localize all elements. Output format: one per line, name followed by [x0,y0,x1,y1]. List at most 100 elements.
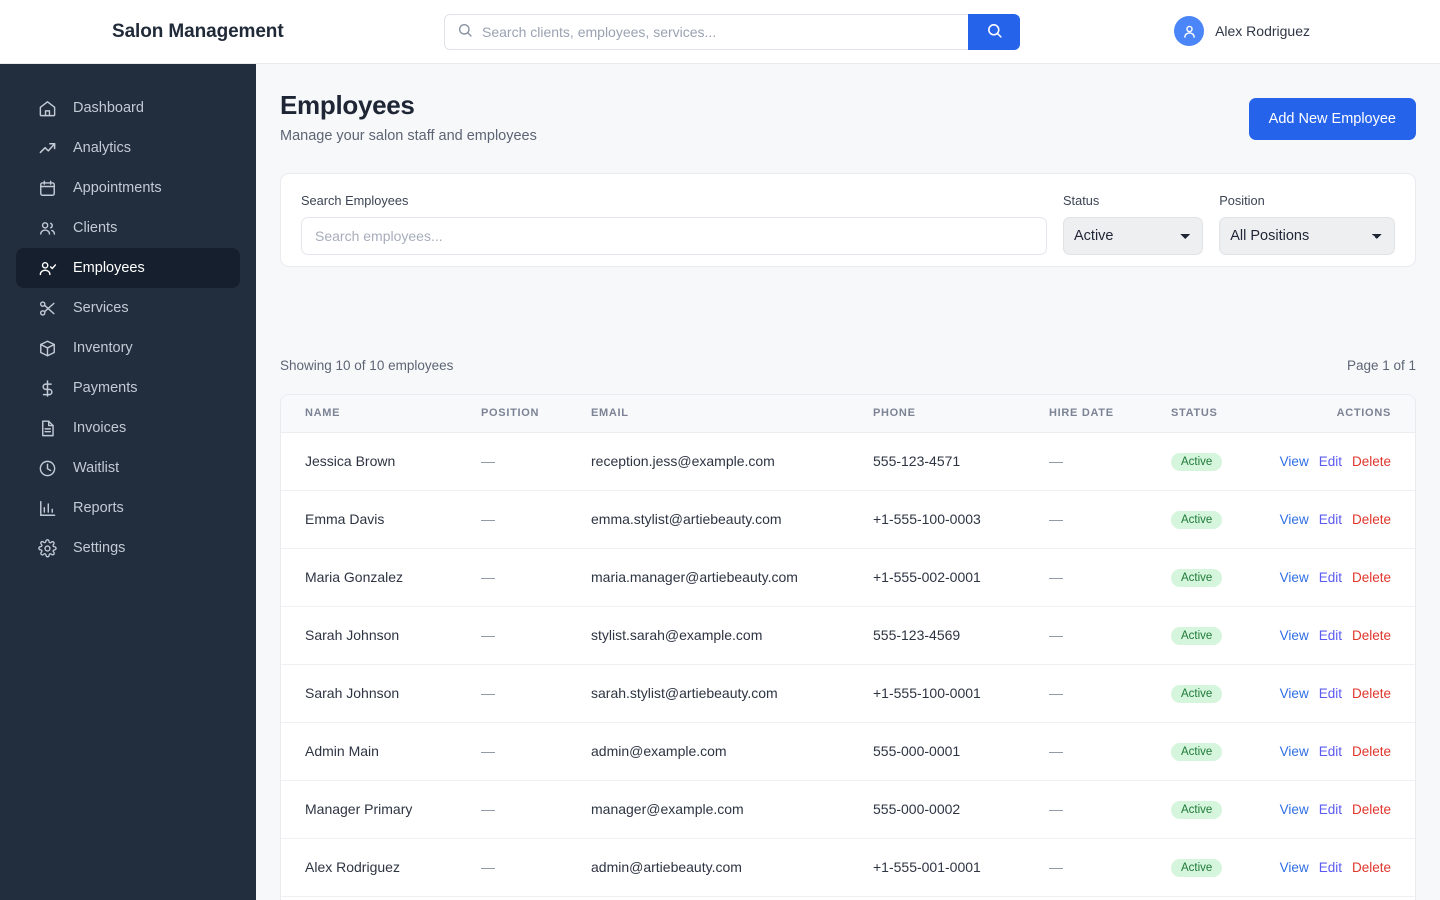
cell-phone: +1-555-200-0001 [873,896,1049,900]
delete-link[interactable]: Delete [1351,802,1391,817]
page-indicator-label: Page 1 of 1 [1346,358,1416,373]
cell-name: Maria Gonzalez [281,548,481,607]
search-employees-group: Search Employees [301,193,1047,255]
sidebar-item-invoices[interactable]: Invoices [16,408,240,448]
sidebar-item-clients[interactable]: Clients [16,208,240,248]
cell-phone: 555-123-4569 [873,606,1049,665]
delete-link[interactable]: Delete [1351,512,1391,527]
sidebar-item-payments[interactable]: Payments [16,368,240,408]
sidebar-item-label: Employees [73,260,145,276]
user-check-icon [38,259,57,278]
position-filter-group: Position All Positions [1219,193,1395,255]
status-badge: Active [1171,742,1223,761]
cell-position: — [481,490,591,549]
filters-panel: Search Employees Status Active Position … [280,173,1416,267]
cell-status: Active [1171,896,1275,900]
delete-link[interactable]: Delete [1351,744,1391,759]
view-link[interactable]: View [1279,860,1309,875]
view-link[interactable]: View [1279,802,1309,817]
sidebar-item-list: Dashboard Analytics Appointments [0,88,256,568]
delete-link[interactable]: Delete [1351,628,1391,643]
delete-link[interactable]: Delete [1351,570,1391,585]
sidebar-item-reports[interactable]: Reports [16,488,240,528]
sidebar-item-services[interactable]: Services [16,288,240,328]
status-badge: Active [1171,800,1223,819]
clock-icon [38,459,57,478]
edit-link[interactable]: Edit [1318,860,1342,875]
edit-link[interactable]: Edit [1318,802,1342,817]
cell-name: Sarah Johnson [281,664,481,723]
cell-hire-date: — [1049,490,1171,549]
cell-hire-date: — [1049,838,1171,897]
column-header-email[interactable]: EMAIL [591,395,873,433]
employees-table: NAME POSITION EMAIL PHONE HIRE DATE STAT… [281,395,1415,900]
search-icon [457,22,473,43]
view-link[interactable]: View [1279,686,1309,701]
edit-link[interactable]: Edit [1318,744,1342,759]
cell-hire-date: — [1049,896,1171,900]
table-row: Maria Gonzalez — maria.manager@artiebeauty… [281,548,1415,607]
app-brand-title: Salon Management [112,20,284,42]
cell-position: — [481,664,591,723]
cell-actions: View Edit Delete [1275,664,1415,723]
cell-actions: View Edit Delete [1275,838,1415,897]
sidebar-item-waitlist[interactable]: Waitlist [16,448,240,488]
trending-up-icon [38,139,57,158]
sidebar-item-label: Appointments [73,180,162,196]
delete-link[interactable]: Delete [1351,454,1391,469]
cell-name: Sarah Johnson [281,606,481,665]
users-icon [38,219,57,238]
cell-name: Emma Davis [281,490,481,549]
cell-name: Alex Rodriguez [281,838,481,897]
cell-email: stylist.sarah@example.com [591,606,873,665]
global-search-field[interactable] [444,14,968,50]
view-link[interactable]: View [1279,628,1309,643]
cell-phone: 555-123-4571 [873,432,1049,491]
view-link[interactable]: View [1279,512,1309,527]
sidebar-item-label: Dashboard [73,100,144,116]
global-search-button[interactable] [968,14,1020,50]
table-row: Alex Rodriguez — admin@artiebeauty.com +1-5… [281,838,1415,897]
cell-actions: View Edit Delete [1275,606,1415,665]
delete-link[interactable]: Delete [1351,686,1391,701]
cell-name: Admin Main [281,722,481,781]
status-badge: Active [1171,568,1223,587]
column-header-name[interactable]: NAME [281,395,481,433]
sidebar-item-employees[interactable]: Employees [16,248,240,288]
position-filter-select[interactable]: All Positions [1219,217,1395,255]
column-header-status[interactable]: STATUS [1171,395,1275,433]
cell-position: — [481,606,591,665]
edit-link[interactable]: Edit [1318,570,1342,585]
table-header: NAME POSITION EMAIL PHONE HIRE DATE STAT… [281,395,1415,433]
cell-phone: +1-555-001-0001 [873,838,1049,897]
avatar [1174,16,1205,46]
user-menu[interactable]: Alex Rodriguez [1174,16,1310,46]
position-filter-label: Position [1219,193,1265,208]
global-search-input[interactable] [482,16,922,48]
column-header-phone[interactable]: PHONE [873,395,1049,433]
sidebar-item-inventory[interactable]: Inventory [16,328,240,368]
sidebar-item-appointments[interactable]: Appointments [16,168,240,208]
sidebar-item-dashboard[interactable]: Dashboard [16,88,240,128]
search-employees-input[interactable] [301,217,1047,255]
cell-phone: +1-555-100-0003 [873,490,1049,549]
delete-link[interactable]: Delete [1351,860,1391,875]
user-name-label: Alex Rodriguez [1215,23,1310,39]
view-link[interactable]: View [1279,744,1309,759]
cell-position: — [481,432,591,491]
edit-link[interactable]: Edit [1318,686,1342,701]
view-link[interactable]: View [1279,454,1309,469]
view-link[interactable]: View [1279,570,1309,585]
sidebar-item-settings[interactable]: Settings [16,528,240,568]
add-new-employee-button[interactable]: Add New Employee [1248,98,1416,140]
edit-link[interactable]: Edit [1318,628,1342,643]
edit-link[interactable]: Edit [1318,454,1342,469]
edit-link[interactable]: Edit [1318,512,1342,527]
cell-hire-date: — [1049,722,1171,781]
cell-email: emma.stylist@artiebeauty.com [591,490,873,549]
status-filter-select[interactable]: Active [1063,217,1204,255]
column-header-position[interactable]: POSITION [481,395,591,433]
sidebar-item-analytics[interactable]: Analytics [16,128,240,168]
sidebar-item-label: Analytics [73,140,132,156]
column-header-hire-date[interactable]: HIRE DATE [1049,395,1171,433]
